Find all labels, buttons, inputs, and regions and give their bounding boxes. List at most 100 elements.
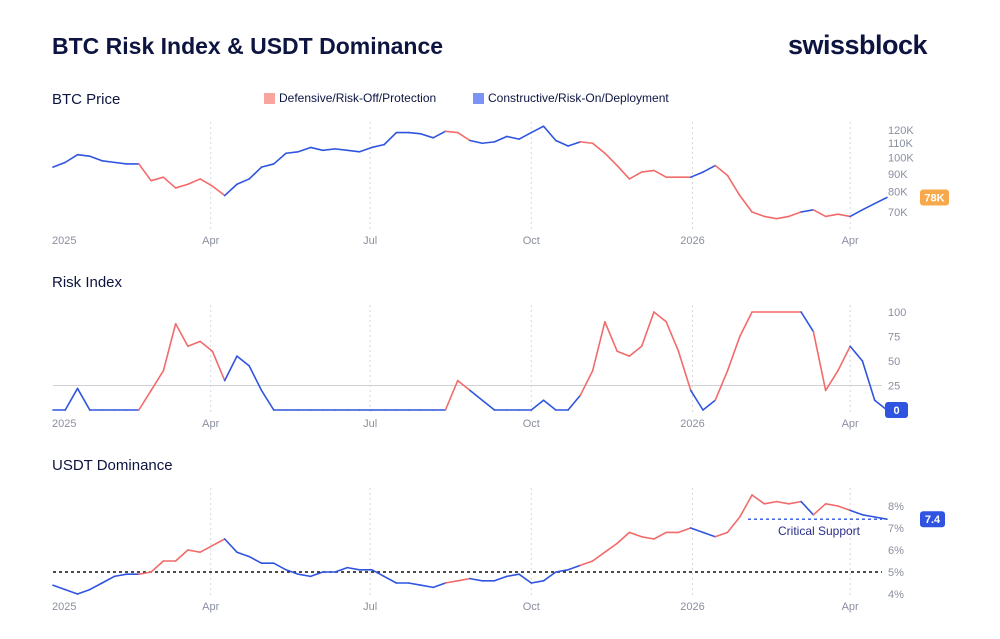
- series-segment: [162, 176, 177, 189]
- x-tick-label: Apr: [842, 418, 859, 430]
- series-segment: [223, 538, 238, 554]
- series-segment: [187, 549, 201, 554]
- x-tick-label: 2025: [52, 601, 76, 613]
- current-value-badge: [920, 511, 945, 528]
- series-segment: [604, 320, 618, 353]
- series-segment: [861, 360, 876, 402]
- y-tick-label: 110K: [888, 138, 914, 150]
- x-tick-label: Jul: [363, 601, 377, 613]
- series-segment: [223, 183, 238, 197]
- series-segment: [456, 379, 471, 392]
- series-segment: [628, 345, 643, 357]
- series-segment: [873, 196, 888, 205]
- series-segment: [285, 568, 300, 576]
- series-segment: [763, 215, 778, 220]
- series-segment: [873, 399, 888, 411]
- series-segment: [824, 502, 839, 507]
- y-tick-label: 120K: [888, 125, 914, 137]
- x-tick-label: Jul: [363, 418, 377, 430]
- series-segment: [555, 568, 569, 573]
- y-tick-label: 100: [888, 307, 906, 319]
- legend-swatch: [264, 92, 275, 104]
- series-segment: [702, 164, 717, 173]
- series-segment: [751, 211, 766, 218]
- series-segment: [358, 146, 373, 153]
- series-segment: [346, 566, 361, 571]
- series-segment: [469, 577, 484, 582]
- series-segment: [236, 355, 251, 367]
- series-segment: [591, 551, 606, 562]
- series-segment: [751, 494, 766, 505]
- series-segment: [702, 399, 717, 411]
- series-segment: [322, 148, 336, 152]
- series-segment: [248, 555, 263, 565]
- series-segment: [689, 389, 704, 411]
- series-segment: [444, 130, 459, 134]
- series-segment: [76, 153, 91, 158]
- series-segment: [861, 513, 876, 518]
- series-segment: [824, 213, 839, 218]
- series-segment: [371, 568, 385, 578]
- series-segment: [812, 209, 827, 218]
- series-segment: [407, 131, 422, 135]
- series-segment: [260, 163, 275, 168]
- series-segment: [199, 340, 214, 353]
- series-segment: [272, 562, 287, 571]
- series-segment: [800, 209, 815, 213]
- series-segment: [309, 146, 324, 152]
- series-segment: [162, 322, 177, 372]
- series-segment: [456, 131, 471, 142]
- x-tick-label: Apr: [842, 601, 859, 613]
- series-segment: [542, 125, 557, 142]
- series-segment: [174, 549, 189, 562]
- series-segment: [64, 387, 79, 411]
- x-tick-label: Oct: [523, 418, 540, 430]
- series-segment: [420, 584, 434, 589]
- legend-swatch: [473, 92, 484, 104]
- series-segment: [383, 131, 398, 146]
- series-segment: [542, 571, 557, 582]
- current-value-badge: [885, 402, 908, 418]
- series-segment: [665, 320, 680, 353]
- x-tick-label: 2026: [680, 235, 704, 247]
- series-segment: [285, 150, 300, 155]
- series-segment: [738, 194, 753, 213]
- series-segment: [456, 577, 471, 582]
- series-segment: [88, 155, 103, 162]
- series-segment: [849, 209, 864, 218]
- series-segment: [800, 500, 815, 516]
- y-tick-label: 4%: [888, 589, 904, 601]
- series-segment: [64, 153, 79, 164]
- series-segment: [689, 527, 704, 534]
- series-segment: [407, 582, 422, 587]
- y-tick-label: 70K: [888, 207, 908, 219]
- series-segment: [187, 178, 201, 186]
- series-segment: [824, 369, 839, 392]
- series-segment: [138, 571, 152, 576]
- series-segment: [346, 149, 361, 153]
- series-segment: [628, 171, 643, 180]
- series-segment: [297, 146, 312, 153]
- x-tick-label: 2026: [680, 601, 704, 613]
- series-segment: [677, 350, 692, 392]
- y-tick-label: 90K: [888, 169, 908, 181]
- series-segment: [174, 322, 189, 348]
- series-segment: [555, 139, 569, 147]
- y-tick-label: 5%: [888, 567, 904, 579]
- y-tick-label: 8%: [888, 501, 904, 513]
- critical-support-label: Critical Support: [778, 524, 861, 538]
- series-segment: [653, 531, 668, 540]
- series-segment: [88, 582, 103, 591]
- series-segment: [420, 133, 434, 139]
- series-segment: [677, 527, 692, 534]
- series-segment: [493, 575, 508, 582]
- series-segment: [432, 582, 447, 589]
- series-segment: [211, 350, 226, 382]
- x-tick-label: Oct: [523, 601, 540, 613]
- series-segment: [861, 202, 876, 211]
- x-tick-label: 2025: [52, 418, 76, 430]
- series-segment: [444, 379, 459, 411]
- series-segment: [248, 365, 263, 392]
- x-tick-label: Jul: [363, 235, 377, 247]
